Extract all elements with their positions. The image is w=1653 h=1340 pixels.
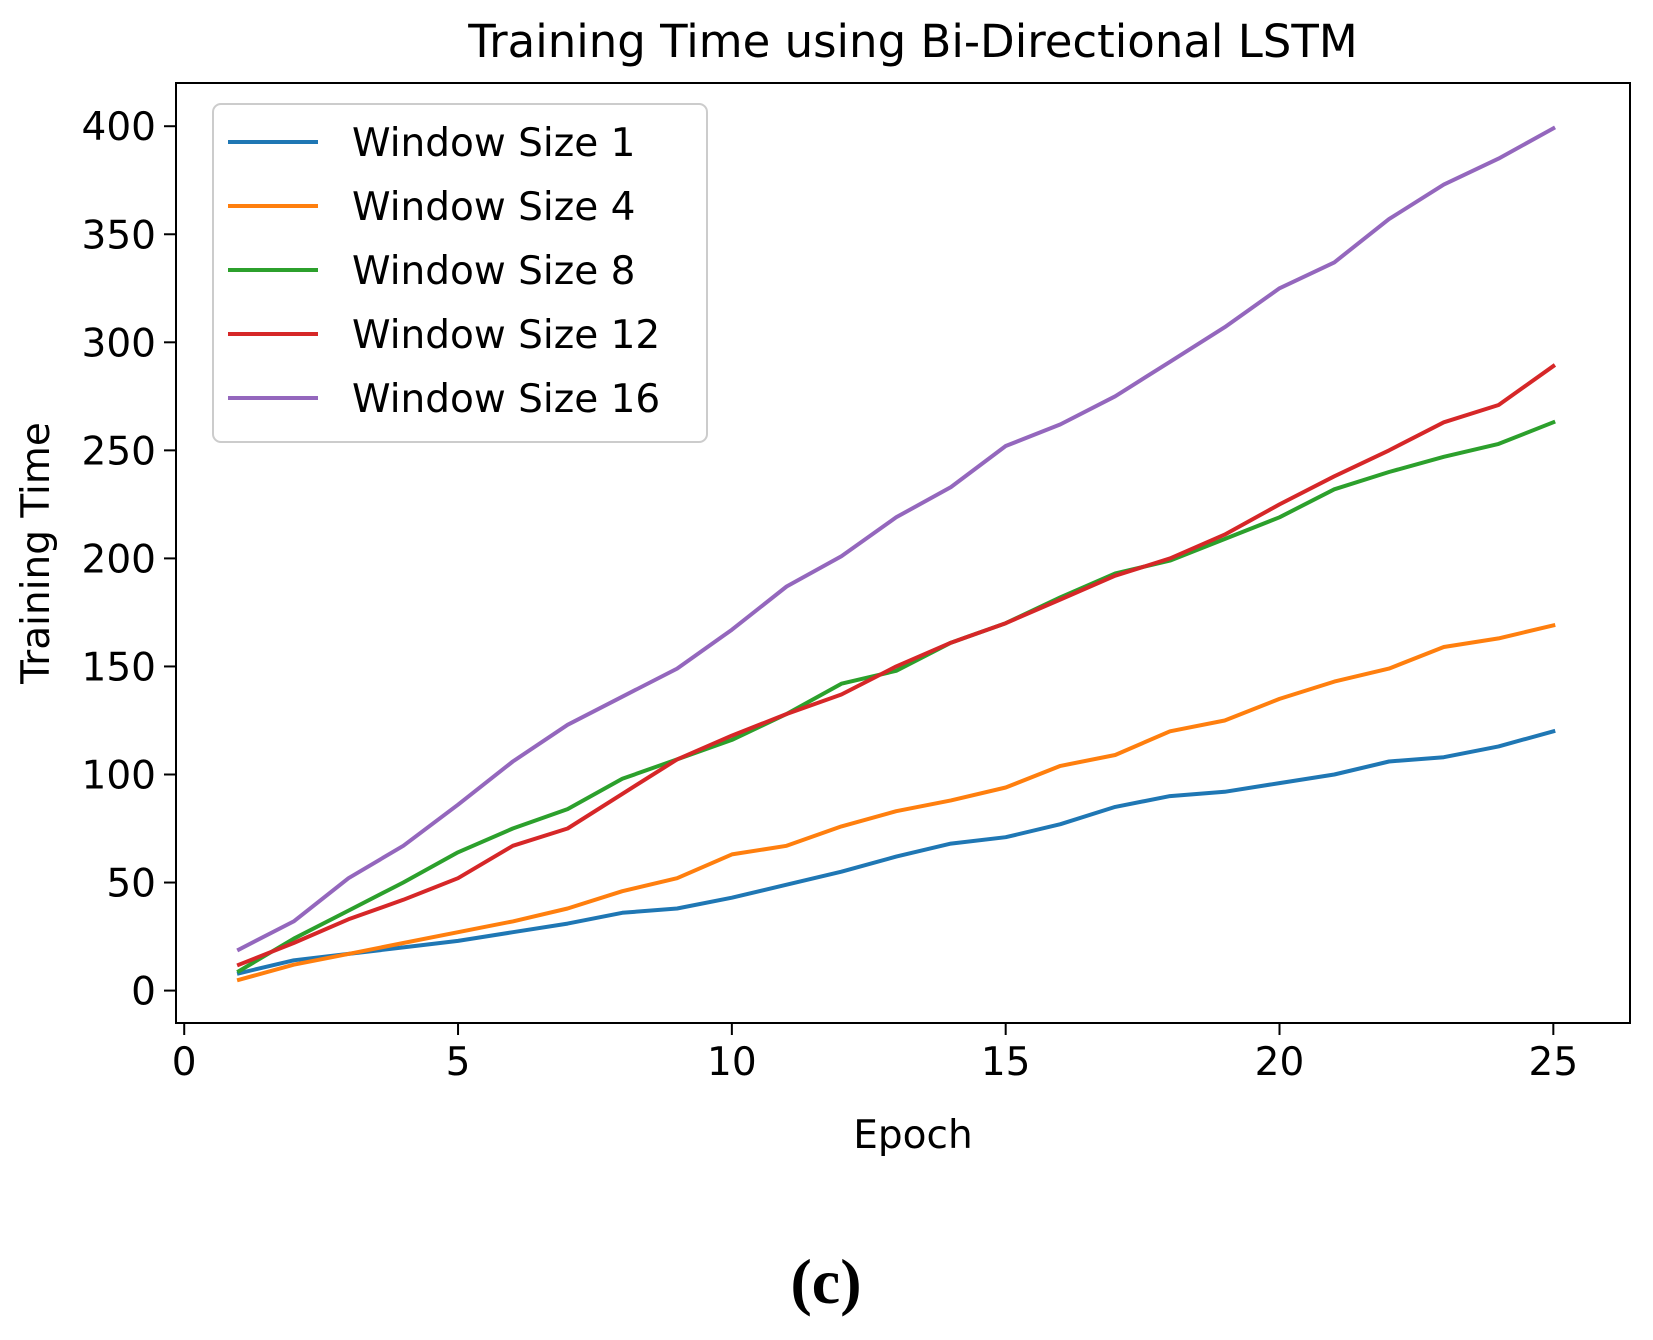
legend-label-5: Window Size 16 bbox=[352, 377, 660, 422]
legend-label-2: Window Size 4 bbox=[352, 185, 635, 230]
x-axis-label: Epoch bbox=[853, 1113, 972, 1158]
series-line-3 bbox=[236, 419, 1556, 974]
y-axis-label: Training Time bbox=[14, 422, 59, 685]
legend-box bbox=[212, 103, 708, 443]
y-tick-label: 300 bbox=[82, 321, 156, 366]
y-tick-label: 400 bbox=[82, 105, 156, 150]
x-tick-label: 5 bbox=[446, 1040, 471, 1085]
series-line-5 bbox=[236, 125, 1557, 953]
x-tick-label: 0 bbox=[172, 1040, 197, 1085]
y-tick-label: 0 bbox=[131, 970, 156, 1015]
y-tick-label: 200 bbox=[82, 537, 156, 582]
x-tick-label: 25 bbox=[1529, 1040, 1579, 1085]
figure-caption: (c) bbox=[790, 1246, 861, 1317]
legend: Window Size 1 Window Size 4 Window Size 8 W… bbox=[212, 103, 708, 443]
plot-lines bbox=[236, 125, 1557, 983]
x-tick-label: 10 bbox=[707, 1040, 757, 1085]
legend-label-4: Window Size 12 bbox=[352, 313, 660, 358]
y-tick-label: 250 bbox=[82, 429, 156, 474]
x-tick-label: 20 bbox=[1255, 1040, 1305, 1085]
plot-frame bbox=[175, 82, 1631, 1024]
chart-title: Training Time using Bi-Directional LSTM bbox=[467, 15, 1357, 68]
x-axis-ticks: 0 5 10 15 20 25 bbox=[172, 1023, 1578, 1085]
y-tick-label: 350 bbox=[82, 213, 156, 258]
series-line-2 bbox=[236, 622, 1556, 983]
series-line-1 bbox=[236, 728, 1556, 976]
legend-label-3: Window Size 8 bbox=[352, 249, 635, 294]
series-line-4 bbox=[236, 363, 1557, 968]
y-tick-label: 100 bbox=[82, 753, 156, 798]
y-tick-label: 50 bbox=[106, 862, 156, 907]
x-tick-label: 15 bbox=[981, 1040, 1031, 1085]
y-tick-label: 150 bbox=[82, 645, 156, 690]
y-axis-ticks: 0 50 100 150 200 250 300 350 400 bbox=[82, 105, 176, 1015]
legend-label-1: Window Size 1 bbox=[352, 121, 635, 166]
